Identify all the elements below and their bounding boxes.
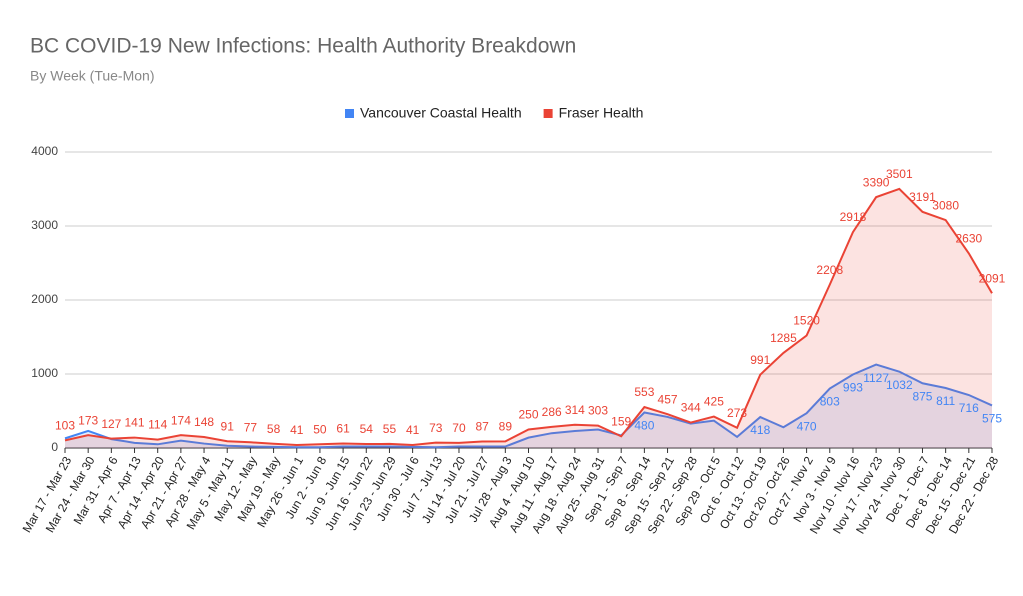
data-label: 2918 <box>840 210 867 224</box>
data-label: 114 <box>148 418 167 432</box>
data-label: 457 <box>658 392 678 406</box>
data-label: 811 <box>936 394 955 408</box>
legend-swatch <box>543 109 553 118</box>
data-label: 141 <box>125 416 145 430</box>
data-label: 716 <box>959 401 979 415</box>
data-label: 91 <box>221 419 235 433</box>
data-label: 73 <box>429 421 443 435</box>
data-label: 2208 <box>816 263 843 277</box>
data-label: 148 <box>194 415 214 429</box>
data-label: 3080 <box>932 198 959 212</box>
data-label: 286 <box>542 405 562 419</box>
y-tick-label: 2000 <box>31 292 58 306</box>
area-fill <box>65 188 992 448</box>
data-label: 993 <box>843 381 863 395</box>
data-label: 89 <box>499 420 513 434</box>
data-label: 314 <box>565 403 585 417</box>
data-label: 1285 <box>770 331 797 345</box>
data-label: 173 <box>78 413 98 427</box>
y-tick-label: 4000 <box>31 144 58 158</box>
data-label: 54 <box>360 422 374 436</box>
data-label: 41 <box>290 423 304 437</box>
data-label: 159 <box>611 414 631 428</box>
data-label: 3390 <box>863 175 890 189</box>
series-line <box>64 363 993 449</box>
data-label: 803 <box>820 395 840 409</box>
y-tick-label: 3000 <box>31 218 58 232</box>
data-label: 87 <box>475 420 489 434</box>
legend-swatch <box>345 109 354 118</box>
data-label: 41 <box>406 423 420 437</box>
data-label: 2630 <box>955 232 982 246</box>
series-line <box>64 187 993 446</box>
data-label: 470 <box>797 419 817 433</box>
y-tick-label: 0 <box>51 440 58 454</box>
data-label: 70 <box>452 421 466 435</box>
chart-subtitle: By Week (Tue-Mon) <box>30 68 154 84</box>
data-label: 2091 <box>979 271 1006 285</box>
data-label: 1520 <box>793 314 820 328</box>
data-label: 480 <box>634 419 654 433</box>
data-label: 103 <box>55 419 75 433</box>
data-label: 991 <box>750 353 770 367</box>
data-label: 174 <box>171 413 191 427</box>
data-label: 1032 <box>886 378 913 392</box>
data-label: 553 <box>634 385 654 399</box>
legend-label: Vancouver Coastal Health <box>360 105 522 121</box>
data-label: 344 <box>681 401 701 415</box>
data-label: 61 <box>336 422 350 436</box>
area-fill <box>65 364 992 448</box>
data-label: 58 <box>267 422 281 436</box>
data-label: 875 <box>912 389 932 403</box>
chart-title: BC COVID-19 New Infections: Health Autho… <box>30 35 576 58</box>
data-label: 3191 <box>909 190 936 204</box>
y-tick-label: 1000 <box>31 366 58 380</box>
data-label: 3501 <box>886 167 913 181</box>
data-label: 50 <box>313 422 327 436</box>
data-label: 1127 <box>863 371 889 385</box>
data-label: 425 <box>704 395 724 409</box>
legend-label: Fraser Health <box>559 105 644 121</box>
data-label: 273 <box>727 406 747 420</box>
data-label: 127 <box>101 417 121 431</box>
data-label: 575 <box>982 412 1002 426</box>
data-label: 418 <box>750 423 770 437</box>
data-label: 250 <box>518 408 538 422</box>
data-label: 77 <box>244 420 258 434</box>
data-label: 55 <box>383 422 397 436</box>
data-label: 303 <box>588 404 608 418</box>
